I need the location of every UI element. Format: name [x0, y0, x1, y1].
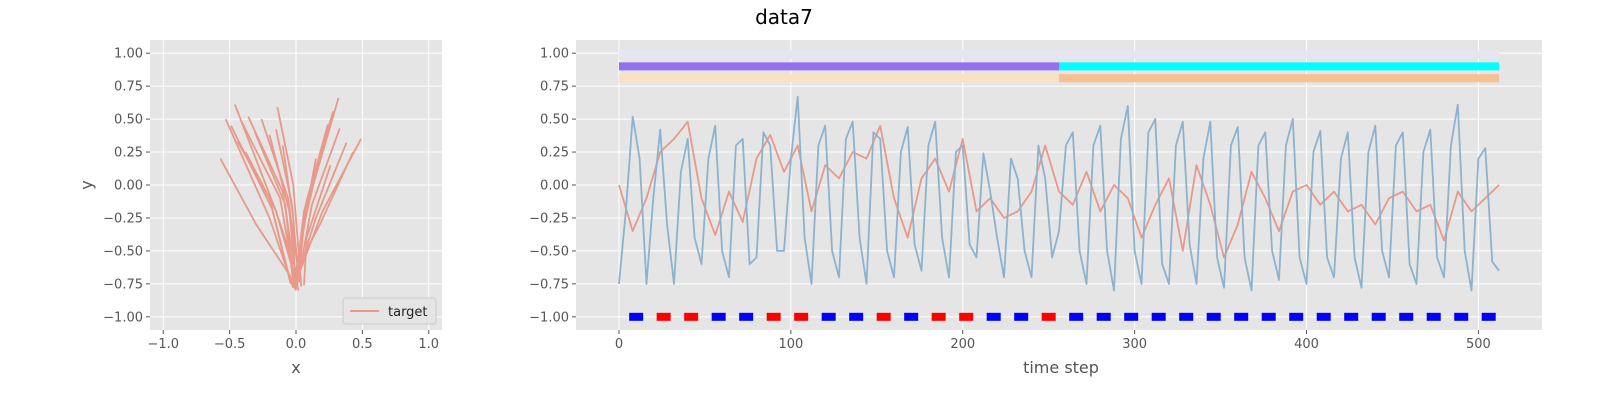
figure-title: data7	[755, 5, 813, 29]
timeseries-x-ticks: 0 100 200 300 400 500	[615, 330, 1491, 352]
y-tick-label: −1.00	[529, 310, 569, 325]
band-segment	[618, 62, 1059, 71]
x-tick-label: 500	[1466, 337, 1491, 352]
y-tick-label: 0.75	[114, 80, 143, 95]
y-tick-label: −0.50	[529, 244, 569, 259]
timeseries-lines	[618, 95, 1500, 292]
trajectory-lines	[219, 97, 362, 291]
y-tick-label: −0.75	[103, 277, 143, 292]
y-tick-label: 0.50	[540, 113, 569, 128]
y-tick-label: 0.25	[114, 146, 143, 161]
marker-block	[1124, 312, 1139, 321]
y-tick-label: 1.00	[114, 47, 143, 62]
trajectory-y-ticks: −1.00 −0.75 −0.50 −0.25 0.00 0.25 0.50 0.75 1.00	[103, 47, 150, 325]
timeseries-markers	[629, 312, 1496, 321]
marker-block	[1261, 312, 1276, 321]
marker-block	[876, 312, 891, 321]
marker-block	[1041, 312, 1056, 321]
trajectory-stroke	[296, 127, 341, 285]
trajectory-stroke	[301, 151, 354, 258]
marker-block	[1426, 312, 1441, 321]
marker-block	[1206, 312, 1221, 321]
series-blue-line	[618, 95, 1500, 292]
timeseries-bands	[618, 50, 1500, 83]
x-tick-label: −1.0	[147, 337, 179, 352]
legend-target-label: target	[388, 305, 428, 320]
marker-block	[1289, 312, 1304, 321]
marker-block	[1371, 312, 1386, 321]
marker-block	[1316, 312, 1331, 321]
trajectory-stroke	[303, 164, 332, 286]
trajectory-x-ticks: −1.0 −0.5 0.0 0.5 1.0	[147, 330, 439, 352]
marker-block	[1344, 312, 1359, 321]
y-tick-label: −0.75	[529, 277, 569, 292]
marker-block	[931, 312, 946, 321]
trajectory-stroke	[281, 145, 296, 278]
marker-block	[1179, 312, 1194, 321]
marker-block	[629, 312, 644, 321]
legend: target	[342, 297, 437, 325]
x-tick-label: 0	[615, 337, 623, 352]
marker-block	[1234, 312, 1249, 321]
trajectory-x-axis-label: x	[291, 358, 300, 377]
marker-block	[766, 312, 781, 321]
x-tick-label: 100	[778, 337, 803, 352]
trajectory-stroke	[295, 158, 317, 288]
marker-block	[1151, 312, 1166, 321]
y-tick-label: 0.00	[114, 179, 143, 194]
marker-block	[1014, 312, 1029, 321]
x-tick-label: 0.0	[286, 337, 307, 352]
timeseries-x-axis-label: time step	[1023, 358, 1099, 377]
y-tick-label: 0.75	[540, 80, 569, 95]
marker-block	[684, 312, 699, 321]
marker-block	[739, 312, 754, 321]
x-tick-label: 200	[950, 337, 975, 352]
x-tick-label: 300	[1122, 337, 1147, 352]
band-segment	[618, 74, 1059, 83]
x-tick-label: −0.5	[214, 337, 246, 352]
marker-block	[1096, 312, 1111, 321]
timeseries-y-ticks: −1.00 −0.75 −0.50 −0.25 0.00 0.25 0.50 0.75 1.00	[529, 47, 576, 325]
x-tick-label: 0.5	[352, 337, 373, 352]
band-segment	[618, 50, 1500, 59]
y-tick-label: 0.00	[540, 179, 569, 194]
trajectory-stroke	[244, 151, 295, 265]
marker-block	[1069, 312, 1084, 321]
legend-box	[342, 297, 437, 325]
x-tick-label: 400	[1294, 337, 1319, 352]
marker-block	[904, 312, 919, 321]
y-tick-label: 0.25	[540, 146, 569, 161]
trajectory-grid	[150, 40, 442, 330]
trajectory-plot: −1.0 −0.5 0.0 0.5 1.0 −1.00 −0.75 −0.50 −0.25 0.…	[77, 40, 442, 377]
trajectory-stroke	[295, 142, 348, 281]
trajectory-y-axis-label: y	[77, 180, 96, 189]
marker-block	[656, 312, 671, 321]
y-tick-label: 1.00	[540, 47, 569, 62]
marker-block	[1481, 312, 1496, 321]
marker-block	[821, 312, 836, 321]
y-tick-label: −1.00	[103, 310, 143, 325]
y-tick-label: 0.50	[114, 113, 143, 128]
marker-block	[986, 312, 1001, 321]
marker-block	[1399, 312, 1414, 321]
marker-block	[849, 312, 864, 321]
timeseries-plot: 0 100 200 300 400 500 −1.00 −0.75 −0.50 −0.25 0.0…	[529, 40, 1542, 377]
marker-block	[959, 312, 974, 321]
marker-block	[711, 312, 726, 321]
band-segment	[1059, 62, 1500, 71]
y-tick-label: −0.25	[529, 211, 569, 226]
y-tick-label: −0.50	[103, 244, 143, 259]
marker-block	[794, 312, 809, 321]
x-tick-label: 1.0	[418, 337, 439, 352]
marker-block	[1454, 312, 1469, 321]
y-tick-label: −0.25	[103, 211, 143, 226]
band-segment	[1059, 74, 1500, 83]
